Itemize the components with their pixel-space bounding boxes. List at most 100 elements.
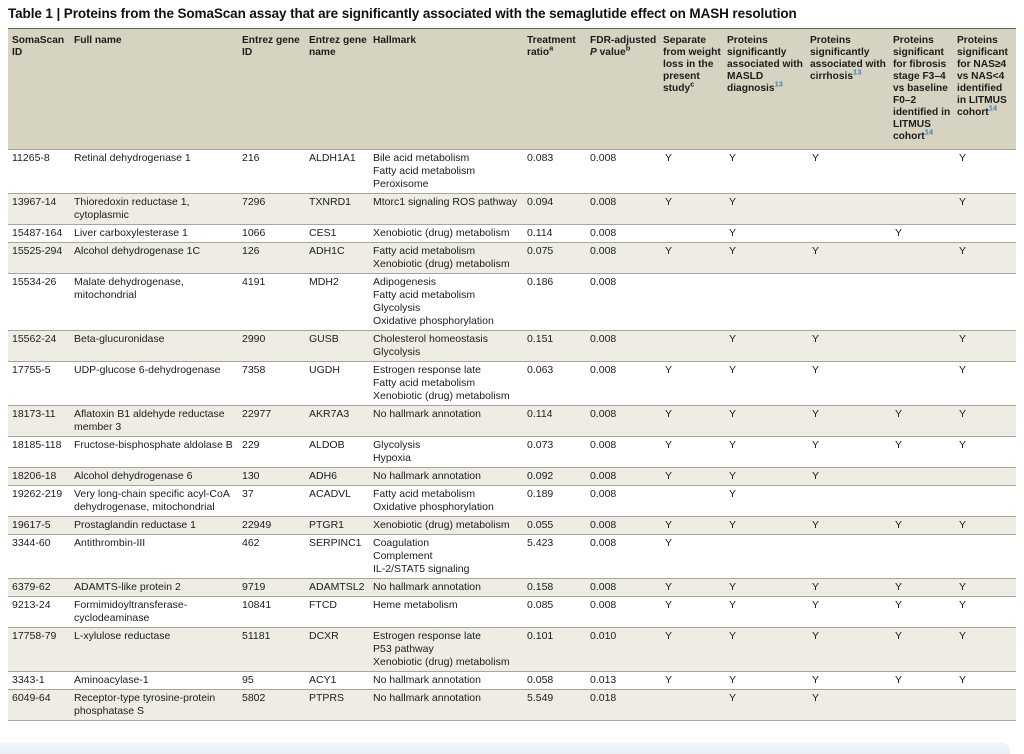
flag-masld-cell: Y xyxy=(723,627,806,672)
flag-separate-weight-loss-cell: Y xyxy=(659,436,723,468)
somascan-id-cell: 15562-24 xyxy=(8,330,70,362)
hallmark-line: Oxidative phosphorylation xyxy=(373,501,494,513)
somascan-id-cell: 17758-79 xyxy=(8,627,70,672)
treatment-ratio-cell: 0.114 xyxy=(523,224,586,243)
fdr-p-value-cell: 0.008 xyxy=(586,436,659,468)
flag-masld-cell: Y xyxy=(723,149,806,194)
hallmark-cell: No hallmark annotation xyxy=(369,671,523,690)
flag-nas-litmus-cell: Y xyxy=(953,596,1016,628)
treatment-ratio-cell: 0.114 xyxy=(523,405,586,437)
treatment-ratio-cell: 0.058 xyxy=(523,671,586,690)
full-name-cell: Receptor-type tyrosine-protein phosphata… xyxy=(70,689,238,721)
hallmark-line: No hallmark annotation xyxy=(373,581,481,593)
column-header-label: Full name xyxy=(74,35,122,46)
treatment-ratio-cell: 0.073 xyxy=(523,436,586,468)
entrez-gene-name-cell: PTGR1 xyxy=(305,516,369,535)
treatment-ratio-cell: 5.549 xyxy=(523,689,586,721)
somascan-id-cell: 19262-219 xyxy=(8,485,70,517)
entrez-gene-id-cell: 2990 xyxy=(238,330,305,362)
entrez-gene-id-cell: 216 xyxy=(238,149,305,194)
column-header: Entrez gene ID xyxy=(238,28,305,150)
hallmark-cell: No hallmark annotation xyxy=(369,689,523,721)
flag-cirrhosis-cell: Y xyxy=(806,689,889,721)
flag-fibrosis-litmus-cell xyxy=(889,467,953,486)
hallmark-line: Adipogenesis xyxy=(373,276,437,288)
hallmark-cell: Glycolysis Hypoxia xyxy=(369,436,523,468)
column-header: FDR-adjusted P valueb xyxy=(586,28,659,150)
hallmark-line: Xenobiotic (drug) metabolism xyxy=(373,656,510,668)
full-name-cell: Retinal dehydrogenase 1 xyxy=(70,149,238,194)
flag-separate-weight-loss-cell: Y xyxy=(659,361,723,406)
flag-fibrosis-litmus-cell xyxy=(889,273,953,331)
entrez-gene-id-cell: 4191 xyxy=(238,273,305,331)
table-body: 11265-8 Retinal dehydrogenase 1 216 ALDH1A1… xyxy=(8,149,1016,721)
flag-cirrhosis-cell xyxy=(806,193,889,225)
table-row: 9213-24 Formimidoyltransferase-cyclodeami… xyxy=(8,596,1016,628)
full-name-cell: ADAMTS-like protein 2 xyxy=(70,578,238,597)
hallmark-cell: Estrogen response late P53 pathway Xenobio… xyxy=(369,627,523,672)
somascan-id-cell: 15487-164 xyxy=(8,224,70,243)
hallmark-line: Cholesterol homeostasis xyxy=(373,333,488,345)
hallmark-line: Heme metabolism xyxy=(373,599,458,611)
flag-fibrosis-litmus-cell xyxy=(889,193,953,225)
flag-cirrhosis-cell: Y xyxy=(806,671,889,690)
entrez-gene-name-cell: GUSB xyxy=(305,330,369,362)
citation-link[interactable]: 13 xyxy=(774,79,783,89)
column-header-label: Proteins significantly associated with c… xyxy=(810,35,886,82)
hallmark-line: Xenobiotic (drug) metabolism xyxy=(373,519,510,531)
citation-link[interactable]: 13 xyxy=(853,67,862,77)
hallmark-line: Complement xyxy=(373,550,433,562)
citation-link[interactable]: 14 xyxy=(924,127,934,137)
full-name-cell: Liver carboxylesterase 1 xyxy=(70,224,238,243)
entrez-gene-id-cell: 9719 xyxy=(238,578,305,597)
full-name-cell: Fructose-bisphosphate aldolase B xyxy=(70,436,238,468)
fdr-p-value-cell: 0.013 xyxy=(586,671,659,690)
entrez-gene-name-cell: PTPRS xyxy=(305,689,369,721)
flag-masld-cell: Y xyxy=(723,671,806,690)
hallmark-line: No hallmark annotation xyxy=(373,674,481,686)
entrez-gene-id-cell: 37 xyxy=(238,485,305,517)
full-name-cell: Aflatoxin B1 aldehyde reductase member 3 xyxy=(70,405,238,437)
table-row: 18185-118 Fructose-bisphosphate aldolase … xyxy=(8,436,1016,468)
hallmark-line: No hallmark annotation xyxy=(373,470,481,482)
entrez-gene-name-cell: UGDH xyxy=(305,361,369,406)
flag-separate-weight-loss-cell: Y xyxy=(659,405,723,437)
entrez-gene-id-cell: 22977 xyxy=(238,405,305,437)
entrez-gene-name-cell: ADH1C xyxy=(305,242,369,274)
footnote-marker: c xyxy=(690,79,695,89)
somascan-id-cell: 11265-8 xyxy=(8,149,70,194)
flag-masld-cell: Y xyxy=(723,578,806,597)
column-header-label: Treatment ratio xyxy=(527,35,576,58)
treatment-ratio-cell: 5.423 xyxy=(523,534,586,579)
flag-fibrosis-litmus-cell: Y xyxy=(889,224,953,243)
flag-fibrosis-litmus-cell: Y xyxy=(889,436,953,468)
hallmark-line: Estrogen response late xyxy=(373,630,481,642)
column-header: Treatment ratioa xyxy=(523,28,586,150)
flag-masld-cell: Y xyxy=(723,467,806,486)
fdr-p-value-cell: 0.008 xyxy=(586,330,659,362)
table-row: 17755-5 UDP-glucose 6-dehydrogenase 7358 UG… xyxy=(8,361,1016,406)
treatment-ratio-cell: 0.101 xyxy=(523,627,586,672)
flag-cirrhosis-cell: Y xyxy=(806,330,889,362)
flag-masld-cell: Y xyxy=(723,361,806,406)
full-name-cell: Prostaglandin reductase 1 xyxy=(70,516,238,535)
column-header-label: Separate from weight loss in the present… xyxy=(663,35,721,94)
somascan-id-cell: 15534-26 xyxy=(8,273,70,331)
flag-masld-cell xyxy=(723,534,806,579)
flag-cirrhosis-cell: Y xyxy=(806,149,889,194)
treatment-ratio-cell: 0.094 xyxy=(523,193,586,225)
table-row: 15487-164 Liver carboxylesterase 1 1066 CES… xyxy=(8,224,1016,243)
flag-cirrhosis-cell: Y xyxy=(806,578,889,597)
fdr-p-value-cell: 0.008 xyxy=(586,361,659,406)
flag-masld-cell: Y xyxy=(723,689,806,721)
flag-separate-weight-loss-cell: Y xyxy=(659,193,723,225)
flag-separate-weight-loss-cell: Y xyxy=(659,627,723,672)
table-row: 17758-79 L-xylulose reductase 51181 DCXR Est… xyxy=(8,627,1016,672)
proteins-table: SomaScan ID Full name Entrez gene ID Entrez… xyxy=(8,28,1016,721)
citation-link[interactable]: 14 xyxy=(988,103,998,113)
hallmark-line: Coagulation xyxy=(373,537,430,549)
column-header: Full name xyxy=(70,28,238,150)
flag-nas-litmus-cell xyxy=(953,689,1016,721)
fdr-p-value-cell: 0.008 xyxy=(586,596,659,628)
somascan-id-cell: 19617-5 xyxy=(8,516,70,535)
